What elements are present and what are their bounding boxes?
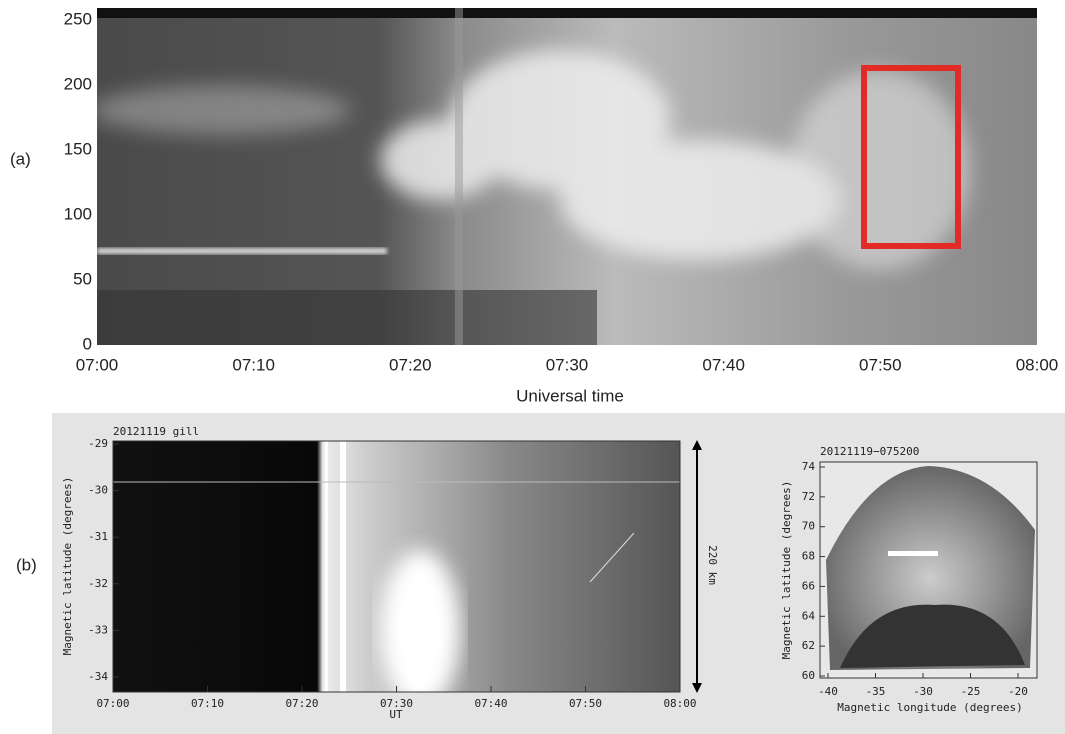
y-tick-label: 250 bbox=[64, 9, 92, 28]
keogram-image bbox=[113, 441, 680, 692]
y-tick-label: 0 bbox=[83, 334, 92, 353]
y-tick-label: -33 bbox=[88, 623, 108, 636]
x-tick-label: 07:30 bbox=[380, 697, 413, 710]
x-tick-label: 07:50 bbox=[569, 697, 602, 710]
y-tick-label: 100 bbox=[64, 204, 92, 223]
y-tick-label: -32 bbox=[88, 577, 108, 590]
x-axis-label: UT bbox=[389, 708, 403, 721]
panel-label: (a) bbox=[10, 149, 31, 168]
panel-label: (b) bbox=[16, 555, 37, 574]
y-tick-label: 62 bbox=[802, 639, 815, 652]
y-tick-label: 74 bbox=[802, 460, 816, 473]
keogram-image bbox=[97, 8, 1037, 345]
map-title: 20121119−075200 bbox=[820, 445, 919, 458]
y-tick-label: 200 bbox=[64, 74, 92, 93]
x-tick-label: 07:10 bbox=[232, 355, 275, 374]
x-tick-label: 08:00 bbox=[663, 697, 696, 710]
y-tick-label: -30 bbox=[88, 484, 108, 497]
x-tick-label: 07:00 bbox=[96, 697, 129, 710]
y-tick-label: 150 bbox=[64, 139, 92, 158]
y-tick-label: 60 bbox=[802, 669, 815, 682]
x-tick-label: 07:30 bbox=[546, 355, 589, 374]
y-tick-label: 68 bbox=[802, 550, 815, 563]
x-tick-label: 07:40 bbox=[702, 355, 745, 374]
x-tick-label: -35 bbox=[866, 685, 886, 698]
y-tick-label: 72 bbox=[802, 490, 815, 503]
panel-b: 220 km 20121119 gill UT Magnetic latitud… bbox=[16, 413, 1065, 734]
x-tick-label: 07:50 bbox=[859, 355, 902, 374]
y-tick-label: 64 bbox=[802, 609, 816, 622]
x-tick-label: 07:20 bbox=[285, 697, 318, 710]
keogram-title: 20121119 gill bbox=[113, 425, 199, 438]
x-tick-label: 07:10 bbox=[191, 697, 224, 710]
y-tick-label: 50 bbox=[73, 269, 92, 288]
y-tick-label: 70 bbox=[802, 520, 815, 533]
y-tick-label: -34 bbox=[88, 670, 108, 683]
x-tick-label: -40 bbox=[818, 685, 838, 698]
y-axis-label: Magnetic latitude (degrees) bbox=[780, 481, 793, 660]
y-tick-label: 66 bbox=[802, 579, 815, 592]
x-tick-label: 07:40 bbox=[474, 697, 507, 710]
x-tick-label: -20 bbox=[1008, 685, 1028, 698]
scale-label: 220 km bbox=[706, 545, 719, 585]
x-tick-label: 07:20 bbox=[389, 355, 432, 374]
x-axis-label: Magnetic longitude (degrees) bbox=[837, 701, 1022, 714]
highlight-box bbox=[861, 65, 961, 249]
x-tick-label: -30 bbox=[913, 685, 933, 698]
x-tick-label: -25 bbox=[961, 685, 981, 698]
x-axis-label: Universal time bbox=[516, 386, 624, 405]
y-tick-label: -31 bbox=[88, 530, 108, 543]
y-axis-label: Magnetic latitude (degrees) bbox=[61, 477, 74, 656]
panel-a: (a) Universal time 0 50 100 150 200 250 07:00 0… bbox=[10, 8, 1058, 405]
y-tick-label: -29 bbox=[88, 437, 108, 450]
x-tick-label: 07:00 bbox=[76, 355, 119, 374]
x-tick-label: 08:00 bbox=[1016, 355, 1059, 374]
